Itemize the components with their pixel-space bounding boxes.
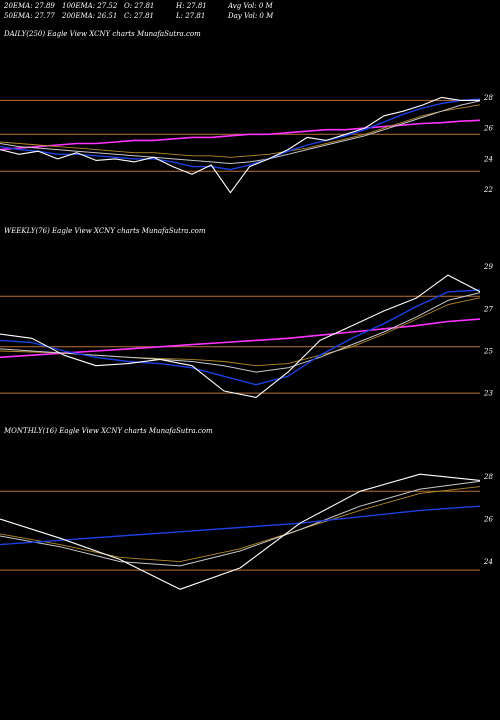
- monthly-y-tick-1: 26: [483, 516, 493, 524]
- weekly-y-tick-0: 29: [483, 263, 493, 271]
- daily-y-tick-1: 26: [483, 125, 493, 133]
- monthly-ema-fast-line: [0, 505, 481, 546]
- monthly-ema-slow-line: [0, 486, 481, 563]
- daily-y-tick-3: 22: [483, 186, 493, 194]
- daily-ema-slow-line: [0, 104, 481, 158]
- low-readout: L: 27.81: [175, 12, 205, 20]
- open-readout: O: 27.81: [124, 2, 154, 10]
- daily-ema-long-line: [0, 119, 481, 151]
- monthly-price-line: [0, 473, 481, 590]
- weekly-y-tick-1: 27: [483, 305, 493, 313]
- header-info: 20EMA: 27.89 100EMA: 27.52 O: 27.81 H: 2…: [3, 2, 274, 20]
- daily-y-tick-2: 24: [483, 155, 493, 163]
- daily-price-line: [0, 96, 481, 194]
- day-volume-readout: Day Vol: 0 M: [227, 12, 274, 20]
- monthly-y-tick-0: 28: [483, 473, 493, 481]
- weekly-price-line: [0, 274, 481, 398]
- weekly-panel: WEEKLY(76) Eagle View XCNY charts Munafa…: [0, 227, 493, 398]
- weekly-y-tick-3: 23: [483, 390, 493, 398]
- weekly-panel-title: WEEKLY(76) Eagle View XCNY charts Munafa…: [4, 227, 206, 235]
- monthly-y-tick-2: 24: [483, 558, 493, 566]
- high-readout: H: 27.81: [175, 2, 207, 10]
- daily-ema-mid-line: [0, 100, 481, 164]
- daily-panel: DAILY(250) Eagle View XCNY charts Munafa…: [0, 30, 493, 194]
- ema100-readout: 100EMA: 27.52: [62, 2, 118, 10]
- daily-y-tick-0: 28: [483, 94, 493, 102]
- ema50-readout: 50EMA: 27.77: [4, 12, 55, 20]
- weekly-ema-fast-line: [0, 289, 481, 386]
- ema200-readout: 200EMA: 26.51: [61, 12, 117, 20]
- daily-panel-title: DAILY(250) Eagle View XCNY charts Munafa…: [3, 30, 201, 38]
- ema20-readout: 20EMA: 27.89: [3, 2, 55, 10]
- close-readout: C: 27.81: [124, 12, 154, 20]
- weekly-ema-long-line: [0, 318, 481, 359]
- monthly-ema-mid-line: [0, 480, 481, 567]
- monthly-panel-title: MONTHLY(16) Eagle View XCNY charts Munaf…: [3, 427, 213, 435]
- weekly-y-tick-2: 25: [483, 348, 493, 356]
- monthly-panel: MONTHLY(16) Eagle View XCNY charts Munaf…: [0, 427, 493, 590]
- avg-volume-readout: Avg Vol: 0 M: [227, 2, 274, 10]
